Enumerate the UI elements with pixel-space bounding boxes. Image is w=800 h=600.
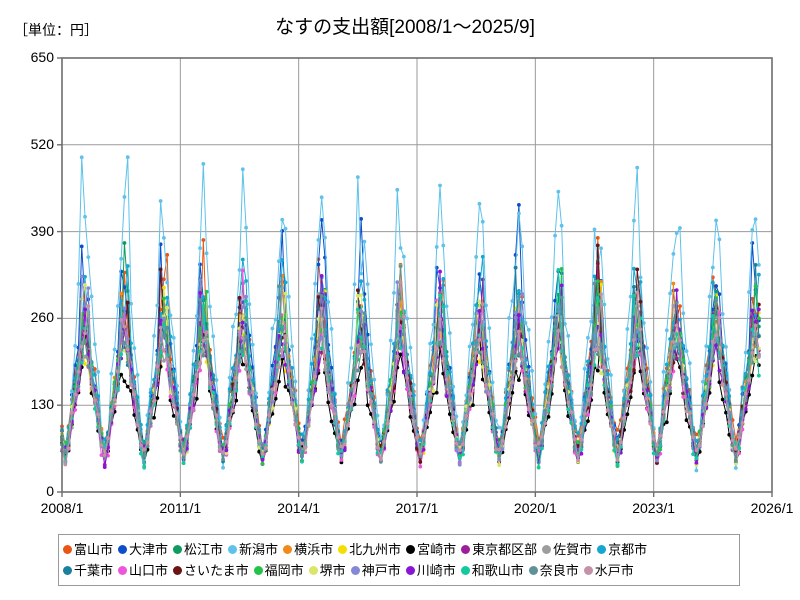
legend-marker-icon bbox=[460, 566, 470, 575]
legend-marker-icon bbox=[583, 566, 593, 575]
data-series bbox=[60, 254, 761, 459]
legend-item-label: 千葉市 bbox=[74, 563, 114, 578]
y-tick-label: 0 bbox=[46, 483, 54, 499]
legend-item-label: 和歌山市 bbox=[471, 563, 524, 578]
y-tick-label: 520 bbox=[30, 135, 54, 152]
x-tick-label: 2026/1 bbox=[750, 500, 794, 516]
data-series bbox=[60, 280, 761, 467]
legend-item-label: 大津市 bbox=[129, 542, 169, 557]
x-tick-label: 2008/1 bbox=[40, 500, 84, 516]
legend-marker-icon bbox=[461, 545, 471, 554]
legend-item[interactable]: 千葉市 bbox=[63, 564, 113, 577]
legend-item[interactable]: 福岡市 bbox=[253, 563, 304, 578]
y-tick-label: 650 bbox=[30, 49, 54, 65]
legend-item-label: 堺市 bbox=[319, 563, 346, 578]
legend-marker-icon bbox=[253, 566, 263, 575]
legend-item-label: 奈良市 bbox=[539, 563, 579, 578]
legend-item[interactable]: 大津市 bbox=[118, 543, 168, 556]
legend-marker-icon bbox=[228, 545, 238, 554]
legend-item-label: 北九州市 bbox=[349, 542, 402, 557]
legend-item[interactable]: 山口市 bbox=[118, 564, 168, 577]
data-series bbox=[60, 262, 761, 465]
legend-marker-icon bbox=[283, 545, 293, 554]
legend-item[interactable]: 富山市 bbox=[63, 543, 113, 556]
legend-row: 富山市 大津市 松江市 新潟市 横浜市 北九州市 宮崎市 東京都区部 佐賀市 京都市 bbox=[61, 539, 737, 560]
legend-item[interactable]: 宮崎市 bbox=[406, 543, 456, 556]
legend-item-label: 宮崎市 bbox=[417, 542, 457, 557]
legend-marker-icon bbox=[350, 566, 360, 575]
legend-marker-icon bbox=[406, 545, 416, 554]
legend: 富山市 大津市 松江市 新潟市 横浜市 北九州市 宮崎市 東京都区部 佐賀市 京都市 千葉市 山口市… bbox=[58, 534, 740, 586]
x-tick-label: 2011/1 bbox=[159, 500, 202, 516]
x-tick-label: 2014/1 bbox=[277, 500, 321, 516]
unit-label: ［単位：円］ bbox=[14, 22, 98, 38]
legend-item[interactable]: 和歌山市 bbox=[460, 563, 524, 578]
legend-marker-icon bbox=[597, 545, 607, 554]
legend-item-label: 山口市 bbox=[129, 563, 169, 578]
legend-item-label: 新潟市 bbox=[239, 542, 279, 557]
data-series bbox=[60, 263, 761, 463]
data-series-group bbox=[60, 155, 761, 473]
axis-frame bbox=[57, 57, 773, 497]
x-tick-label: 2017/1 bbox=[395, 500, 439, 516]
chart-title: なすの支出額[2008/1～2025/9] bbox=[275, 17, 535, 38]
legend-item[interactable]: 水戸市 bbox=[583, 563, 634, 578]
legend-item[interactable]: 横浜市 bbox=[283, 543, 333, 556]
legend-item-label: さいたま市 bbox=[184, 563, 249, 578]
y-tick-label: 260 bbox=[30, 309, 54, 326]
legend-item-label: 川崎市 bbox=[416, 563, 456, 578]
legend-item-label: 佐賀市 bbox=[553, 542, 593, 557]
legend-item[interactable]: 佐賀市 bbox=[542, 543, 592, 556]
legend-item[interactable]: 新潟市 bbox=[228, 543, 278, 556]
legend-item[interactable]: 北九州市 bbox=[338, 543, 401, 556]
legend-item[interactable]: 京都市 bbox=[597, 543, 647, 556]
legend-item-label: 富山市 bbox=[74, 542, 114, 557]
legend-marker-icon bbox=[173, 545, 183, 554]
legend-row: 千葉市 山口市 さいたま市 福岡市 堺市 神戸市 川崎市 和歌山市 奈良市 水戸市 bbox=[61, 560, 737, 581]
data-series bbox=[60, 267, 761, 469]
legend-marker-icon bbox=[308, 566, 318, 575]
data-series bbox=[60, 264, 761, 464]
legend-item-label: 水戸市 bbox=[594, 563, 634, 578]
legend-item-label: 松江市 bbox=[184, 542, 224, 557]
legend-marker-icon bbox=[528, 566, 538, 575]
legend-item-label: 福岡市 bbox=[264, 563, 304, 578]
legend-marker-icon bbox=[63, 566, 72, 575]
legend-marker-icon bbox=[118, 566, 128, 575]
legend-item[interactable]: 奈良市 bbox=[528, 563, 579, 578]
x-tick-label: 2023/1 bbox=[632, 500, 676, 516]
y-tick-label: 130 bbox=[30, 396, 54, 413]
legend-marker-icon bbox=[173, 566, 183, 575]
legend-item[interactable]: 神戸市 bbox=[350, 563, 401, 578]
legend-marker-icon bbox=[63, 545, 72, 554]
legend-item[interactable]: さいたま市 bbox=[173, 564, 249, 577]
legend-item-label: 横浜市 bbox=[294, 542, 334, 557]
data-series bbox=[60, 261, 761, 467]
legend-item[interactable]: 堺市 bbox=[308, 563, 346, 578]
legend-item[interactable]: 松江市 bbox=[173, 543, 223, 556]
y-tick-label: 390 bbox=[30, 222, 54, 239]
legend-item[interactable]: 川崎市 bbox=[405, 563, 456, 578]
legend-marker-icon bbox=[118, 545, 128, 554]
legend-marker-icon bbox=[542, 545, 552, 554]
x-tick-label: 2020/1 bbox=[513, 500, 557, 516]
legend-item[interactable]: 東京都区部 bbox=[461, 543, 537, 556]
legend-marker-icon bbox=[405, 566, 415, 575]
legend-item-label: 京都市 bbox=[608, 542, 648, 557]
legend-item-label: 東京都区部 bbox=[472, 542, 538, 557]
legend-marker-icon bbox=[338, 545, 348, 554]
legend-item-label: 神戸市 bbox=[361, 563, 401, 578]
